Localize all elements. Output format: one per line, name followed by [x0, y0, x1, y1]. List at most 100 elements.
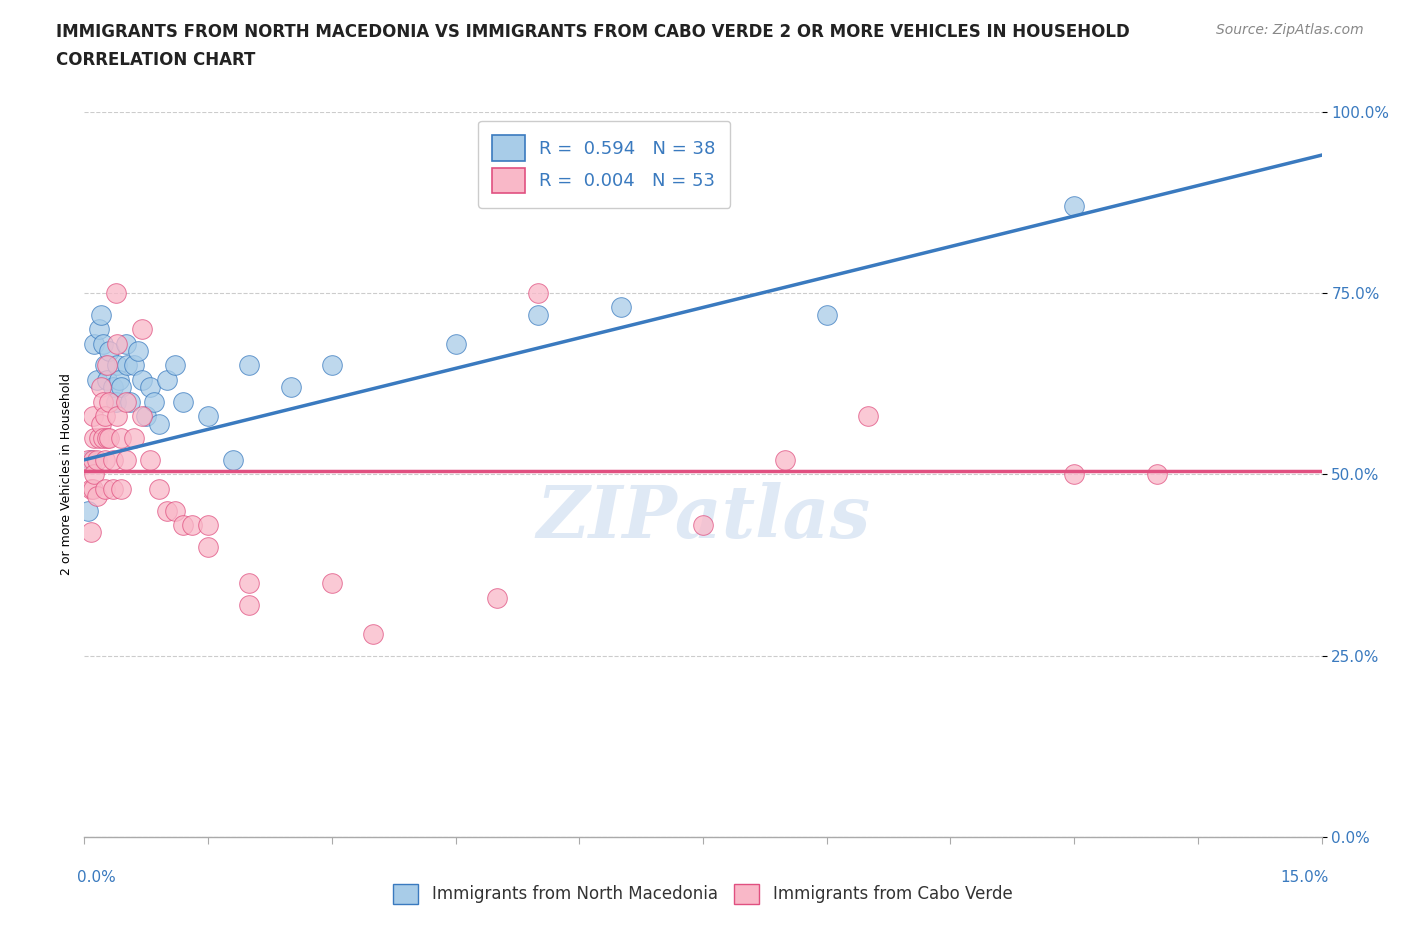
Point: [609, 300, 631, 315]
Point: [117, 358, 139, 373]
Point: [238, 358, 260, 373]
Text: 15.0%: 15.0%: [1281, 870, 1329, 884]
Text: ZIPatlas: ZIPatlas: [536, 483, 870, 553]
Point: [131, 409, 153, 424]
Point: [90, 379, 112, 394]
Point: [108, 373, 131, 388]
Point: [197, 539, 219, 554]
Point: [139, 379, 162, 394]
Point: [91, 394, 114, 409]
Point: [80, 452, 103, 467]
Point: [118, 394, 141, 409]
Point: [165, 503, 187, 518]
Point: [82, 452, 104, 467]
Point: [83, 431, 105, 445]
Point: [94, 452, 117, 467]
Point: [98, 394, 121, 409]
Point: [105, 358, 128, 373]
Point: [86, 373, 108, 388]
Point: [86, 452, 108, 467]
Point: [775, 452, 797, 467]
Text: CORRELATION CHART: CORRELATION CHART: [56, 51, 256, 69]
Point: [104, 286, 127, 300]
Point: [96, 373, 118, 388]
Point: [94, 358, 117, 373]
Point: [527, 286, 550, 300]
Point: [135, 409, 157, 424]
Point: [321, 576, 343, 591]
Point: [82, 482, 104, 497]
Point: [86, 488, 108, 503]
Point: [197, 409, 219, 424]
Point: [110, 379, 132, 394]
Point: [83, 337, 105, 352]
Point: [122, 431, 145, 445]
Point: [96, 431, 118, 445]
Point: [815, 307, 838, 322]
Point: [94, 482, 117, 497]
Point: [114, 452, 136, 467]
Point: [131, 373, 153, 388]
Point: [1063, 198, 1085, 213]
Point: [90, 307, 112, 322]
Text: Source: ZipAtlas.com: Source: ZipAtlas.com: [1216, 23, 1364, 37]
Point: [110, 431, 132, 445]
Point: [148, 482, 170, 497]
Point: [122, 358, 145, 373]
Point: [361, 627, 384, 642]
Point: [104, 394, 127, 409]
Point: [98, 431, 121, 445]
Text: 0.0%: 0.0%: [77, 870, 117, 884]
Point: [485, 591, 508, 605]
Point: [143, 394, 166, 409]
Point: [321, 358, 343, 373]
Point: [114, 337, 136, 352]
Point: [103, 482, 125, 497]
Point: [98, 343, 121, 358]
Point: [90, 416, 112, 431]
Point: [156, 503, 179, 518]
Point: [127, 343, 149, 358]
Y-axis label: 2 or more Vehicles in Household: 2 or more Vehicles in Household: [60, 373, 73, 576]
Point: [280, 379, 302, 394]
Point: [148, 416, 170, 431]
Point: [1146, 467, 1168, 482]
Legend: R =  0.594   N = 38, R =  0.004   N = 53: R = 0.594 N = 38, R = 0.004 N = 53: [478, 121, 730, 207]
Point: [1063, 467, 1085, 482]
Point: [197, 518, 219, 533]
Point: [692, 518, 714, 533]
Point: [114, 394, 136, 409]
Point: [80, 482, 103, 497]
Point: [105, 409, 128, 424]
Point: [103, 379, 125, 394]
Point: [91, 337, 114, 352]
Point: [856, 409, 879, 424]
Point: [91, 431, 114, 445]
Point: [172, 518, 194, 533]
Point: [89, 431, 111, 445]
Point: [156, 373, 179, 388]
Point: [180, 518, 202, 533]
Point: [83, 467, 105, 482]
Point: [172, 394, 194, 409]
Point: [82, 409, 104, 424]
Point: [96, 358, 118, 373]
Point: [131, 322, 153, 337]
Text: IMMIGRANTS FROM NORTH MACEDONIA VS IMMIGRANTS FROM CABO VERDE 2 OR MORE VEHICLES: IMMIGRANTS FROM NORTH MACEDONIA VS IMMIG…: [56, 23, 1130, 41]
Point: [238, 597, 260, 612]
Point: [105, 337, 128, 352]
Point: [444, 337, 467, 352]
Point: [103, 452, 125, 467]
Point: [222, 452, 245, 467]
Point: [80, 525, 103, 539]
Point: [89, 322, 111, 337]
Point: [77, 503, 100, 518]
Point: [77, 452, 100, 467]
Point: [94, 409, 117, 424]
Point: [238, 576, 260, 591]
Legend: Immigrants from North Macedonia, Immigrants from Cabo Verde: Immigrants from North Macedonia, Immigra…: [385, 875, 1021, 912]
Point: [110, 482, 132, 497]
Point: [139, 452, 162, 467]
Point: [165, 358, 187, 373]
Point: [527, 307, 550, 322]
